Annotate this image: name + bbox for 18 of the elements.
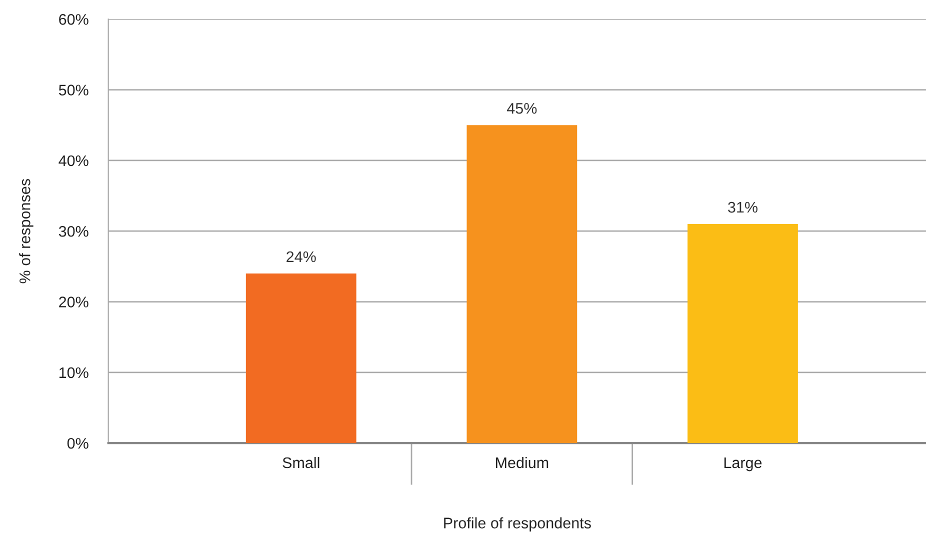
bar — [466, 125, 578, 444]
y-tick-label: 0% — [67, 438, 88, 449]
x-tick-label: Small — [282, 456, 320, 468]
x-axis-title: Profile of respondents — [444, 517, 591, 532]
y-tick-label: 20% — [59, 296, 88, 308]
y-axis-title: % of responses — [19, 179, 34, 284]
data-label: 24% — [286, 251, 316, 262]
bar — [688, 224, 798, 444]
bar — [246, 274, 356, 444]
y-tick-label: 10% — [59, 367, 88, 378]
y-tick-label: 30% — [58, 226, 88, 237]
y-tick-label: 40% — [58, 155, 88, 166]
y-tick-label: 60% — [59, 14, 88, 25]
data-label: 45% — [506, 103, 537, 114]
y-tick-label: 50% — [58, 84, 88, 96]
x-tick-label: Medium — [496, 456, 548, 468]
x-tick-label: Large — [724, 458, 762, 472]
data-label: 31% — [728, 202, 758, 213]
